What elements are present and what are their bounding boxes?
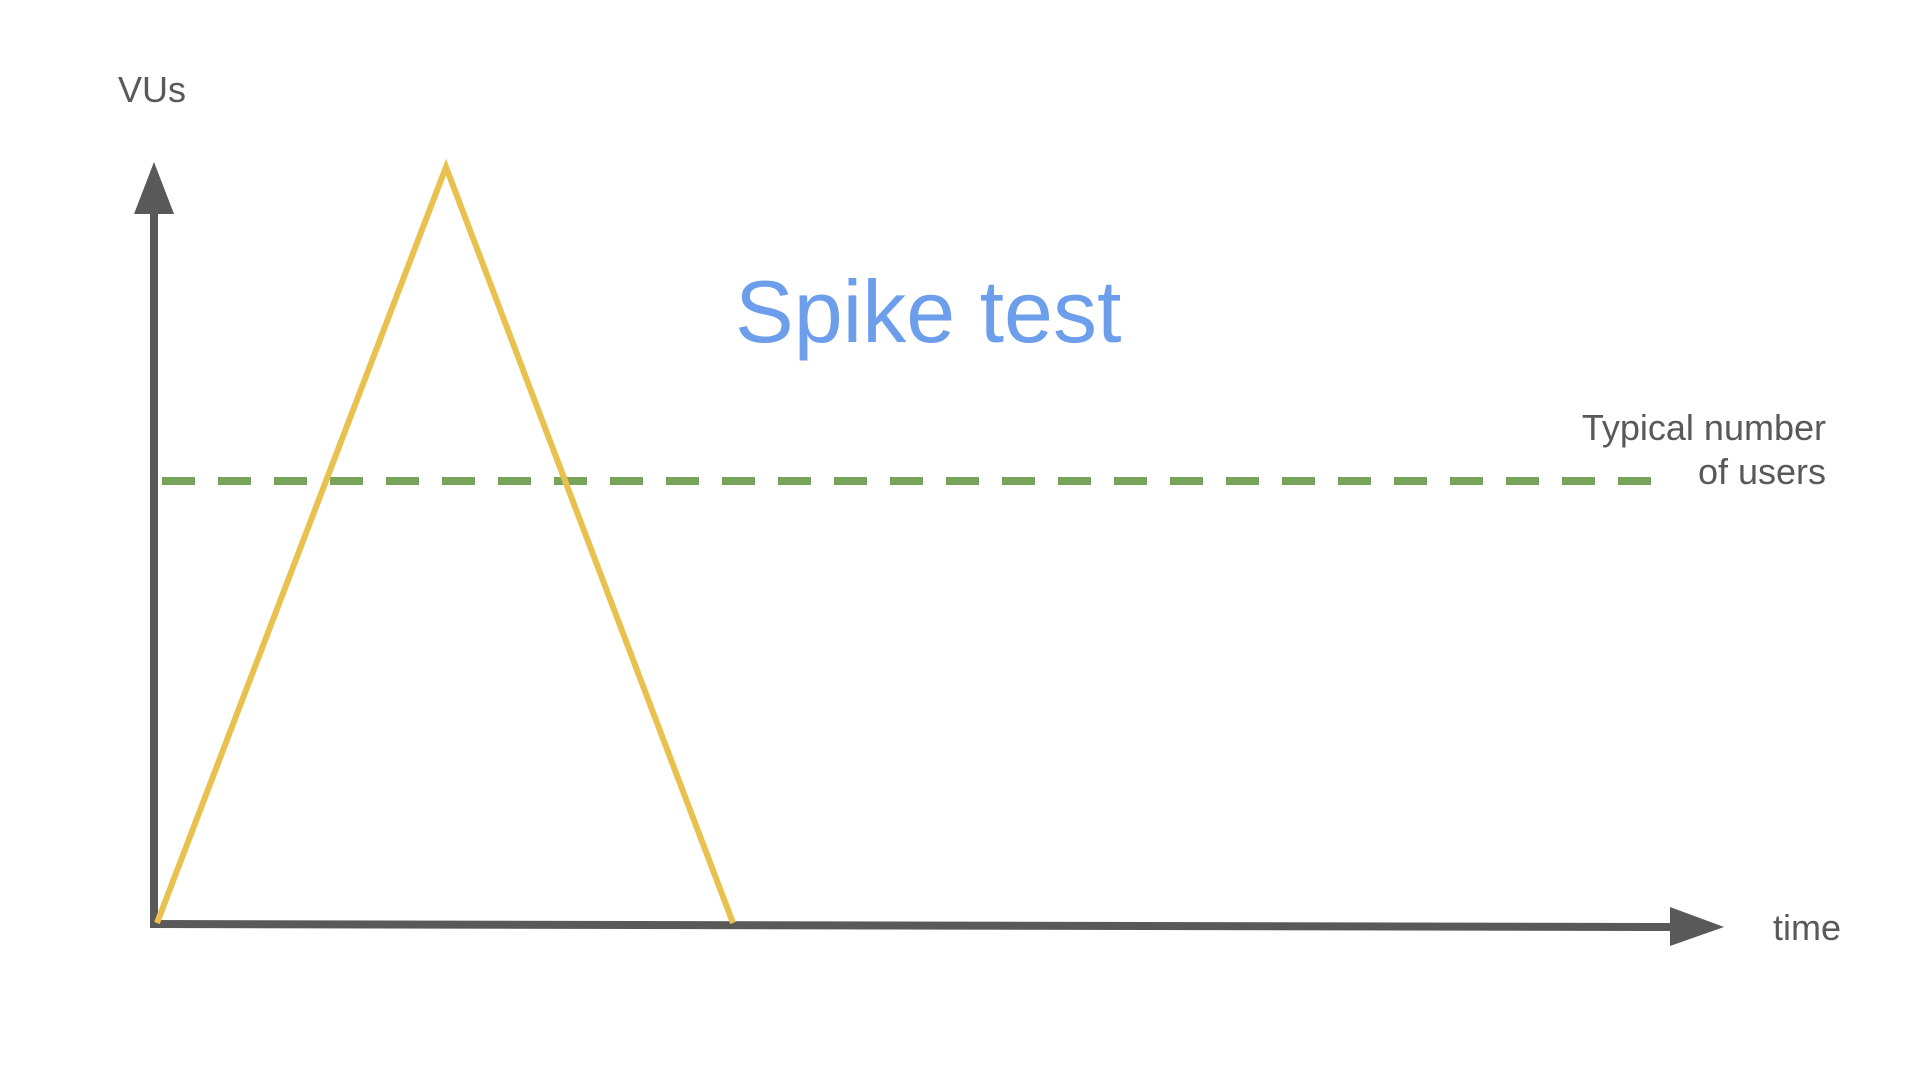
reference-label-line-1: Typical number (1582, 407, 1826, 448)
diagram-title: Spike test (735, 262, 1121, 361)
y-axis-label: VUs (118, 69, 186, 110)
y-axis-arrowhead (134, 162, 174, 214)
spike-line (154, 158, 736, 925)
x-axis-arrowhead (1670, 907, 1724, 946)
x-axis-label: time (1773, 907, 1841, 948)
x-axis-line (149, 920, 1676, 931)
reference-label-line-2: of users (1698, 451, 1826, 492)
